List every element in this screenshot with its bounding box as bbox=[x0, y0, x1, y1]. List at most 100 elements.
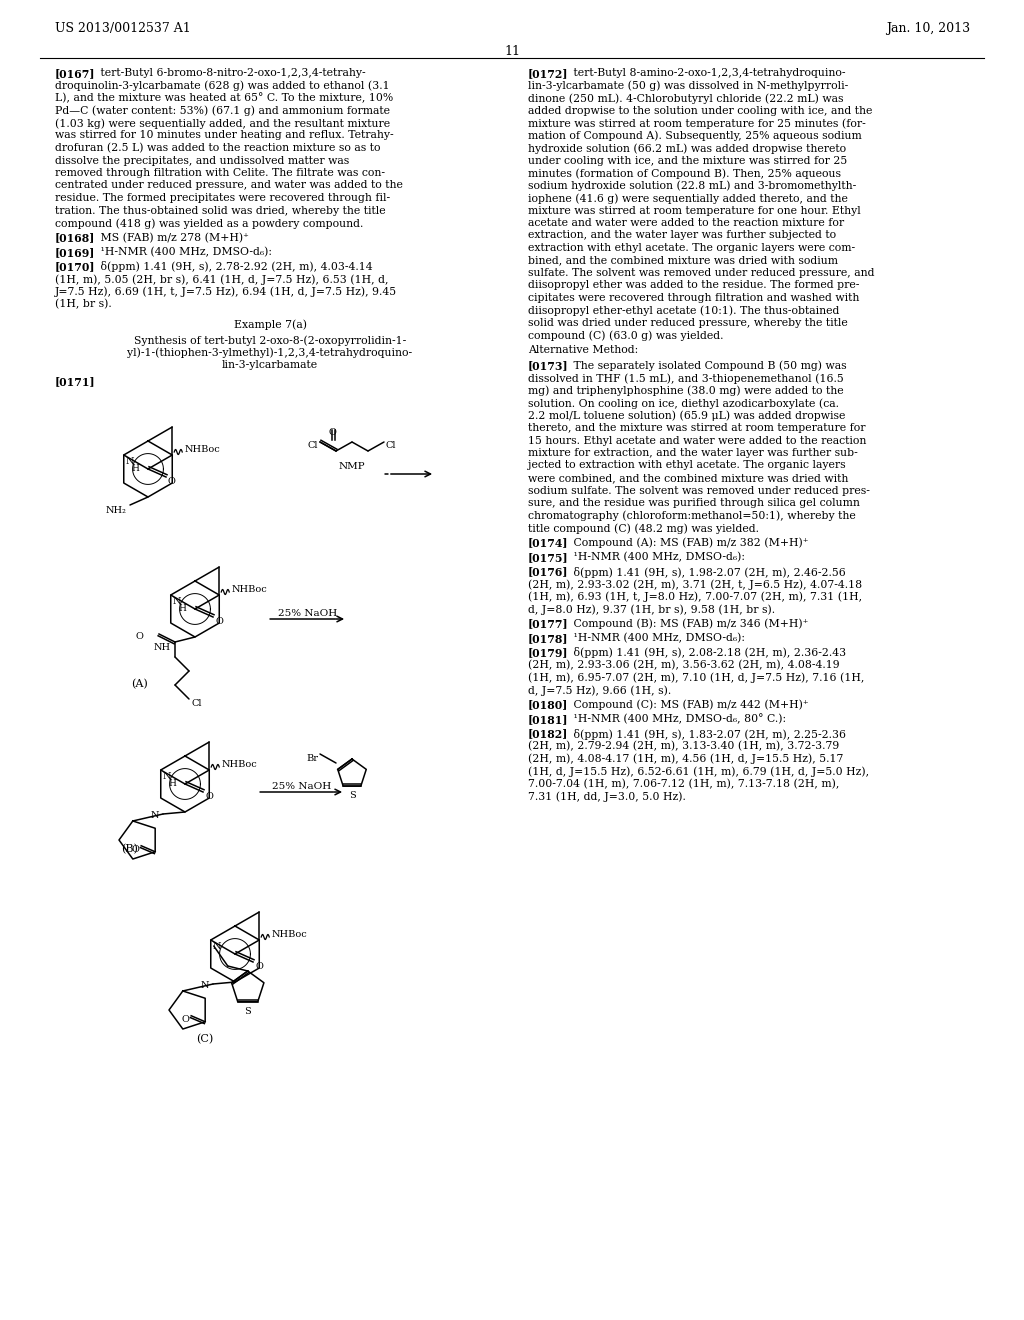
Text: O: O bbox=[255, 962, 263, 972]
Text: 2.2 mol/L toluene solution) (65.9 μL) was added dropwise: 2.2 mol/L toluene solution) (65.9 μL) wa… bbox=[528, 411, 846, 421]
Text: NH₂: NH₂ bbox=[105, 506, 126, 515]
Text: O: O bbox=[181, 1015, 189, 1024]
Text: [0167]: [0167] bbox=[55, 69, 95, 79]
Text: extraction with ethyl acetate. The organic layers were com-: extraction with ethyl acetate. The organ… bbox=[528, 243, 855, 253]
Text: lin-3-ylcarbamate: lin-3-ylcarbamate bbox=[222, 360, 318, 370]
Text: tert-Butyl 8-amino-2-oxo-1,2,3,4-tetrahydroquino-: tert-Butyl 8-amino-2-oxo-1,2,3,4-tetrahy… bbox=[570, 69, 846, 78]
Text: d, J=8.0 Hz), 9.37 (1H, br s), 9.58 (1H, br s).: d, J=8.0 Hz), 9.37 (1H, br s), 9.58 (1H,… bbox=[528, 605, 775, 615]
Text: H: H bbox=[132, 465, 139, 473]
Text: 7.31 (1H, dd, J=3.0, 5.0 Hz).: 7.31 (1H, dd, J=3.0, 5.0 Hz). bbox=[528, 791, 686, 801]
Text: thereto, and the mixture was stirred at room temperature for: thereto, and the mixture was stirred at … bbox=[528, 422, 865, 433]
Text: NH: NH bbox=[154, 643, 171, 652]
Text: chromatography (chloroform:methanol=50:1), whereby the: chromatography (chloroform:methanol=50:1… bbox=[528, 511, 856, 521]
Text: [0170]: [0170] bbox=[55, 261, 95, 272]
Text: δ(ppm) 1.41 (9H, s), 1.83-2.07 (2H, m), 2.25-2.36: δ(ppm) 1.41 (9H, s), 1.83-2.07 (2H, m), … bbox=[570, 729, 846, 739]
Text: δ(ppm) 1.41 (9H, s), 2.78-2.92 (2H, m), 4.03-4.14: δ(ppm) 1.41 (9H, s), 2.78-2.92 (2H, m), … bbox=[97, 261, 373, 272]
Text: ¹H-NMR (400 MHz, DMSO-d₆, 80° C.):: ¹H-NMR (400 MHz, DMSO-d₆, 80° C.): bbox=[570, 714, 786, 725]
Text: extraction, and the water layer was further subjected to: extraction, and the water layer was furt… bbox=[528, 231, 837, 240]
Text: (1H, d, J=15.5 Hz), 6.52-6.61 (1H, m), 6.79 (1H, d, J=5.0 Hz),: (1H, d, J=15.5 Hz), 6.52-6.61 (1H, m), 6… bbox=[528, 766, 869, 776]
Text: added dropwise to the solution under cooling with ice, and the: added dropwise to the solution under coo… bbox=[528, 106, 872, 116]
Text: US 2013/0012537 A1: US 2013/0012537 A1 bbox=[55, 22, 190, 36]
Text: N: N bbox=[126, 457, 134, 466]
Text: ¹H-NMR (400 MHz, DMSO-d₆):: ¹H-NMR (400 MHz, DMSO-d₆): bbox=[570, 634, 745, 643]
Text: N: N bbox=[173, 597, 181, 606]
Text: S: S bbox=[348, 791, 355, 800]
Text: iophene (41.6 g) were sequentially added thereto, and the: iophene (41.6 g) were sequentially added… bbox=[528, 193, 848, 203]
Text: yl)-1-(thiophen-3-ylmethyl)-1,2,3,4-tetrahydroquino-: yl)-1-(thiophen-3-ylmethyl)-1,2,3,4-tetr… bbox=[127, 347, 413, 358]
Text: droquinolin-3-ylcarbamate (628 g) was added to ethanol (3.1: droquinolin-3-ylcarbamate (628 g) was ad… bbox=[55, 81, 389, 91]
Text: lin-3-ylcarbamate (50 g) was dissolved in N-methylpyrroli-: lin-3-ylcarbamate (50 g) was dissolved i… bbox=[528, 81, 848, 91]
Text: (C): (C) bbox=[197, 1034, 214, 1044]
Text: compound (418 g) was yielded as a powdery compound.: compound (418 g) was yielded as a powder… bbox=[55, 218, 364, 228]
Text: Jan. 10, 2013: Jan. 10, 2013 bbox=[886, 22, 970, 36]
Text: sure, and the residue was purified through silica gel column: sure, and the residue was purified throu… bbox=[528, 498, 860, 508]
Text: O: O bbox=[135, 632, 143, 642]
Text: Pd—C (water content: 53%) (67.1 g) and ammonium formate: Pd—C (water content: 53%) (67.1 g) and a… bbox=[55, 106, 390, 116]
Text: under cooling with ice, and the mixture was stirred for 25: under cooling with ice, and the mixture … bbox=[528, 156, 847, 165]
Text: solution. On cooling on ice, diethyl azodicarboxylate (ca.: solution. On cooling on ice, diethyl azo… bbox=[528, 399, 839, 409]
Text: L), and the mixture was heated at 65° C. To the mixture, 10%: L), and the mixture was heated at 65° C.… bbox=[55, 92, 393, 104]
Text: [0181]: [0181] bbox=[528, 714, 568, 725]
Text: drofuran (2.5 L) was added to the reaction mixture so as to: drofuran (2.5 L) was added to the reacti… bbox=[55, 143, 381, 153]
Text: [0178]: [0178] bbox=[528, 634, 568, 644]
Text: (1H, m), 6.95-7.07 (2H, m), 7.10 (1H, d, J=7.5 Hz), 7.16 (1H,: (1H, m), 6.95-7.07 (2H, m), 7.10 (1H, d,… bbox=[528, 672, 864, 682]
Text: The separately isolated Compound B (50 mg) was: The separately isolated Compound B (50 m… bbox=[570, 360, 847, 371]
Text: [0180]: [0180] bbox=[528, 700, 568, 710]
Text: Cl: Cl bbox=[386, 441, 396, 450]
Text: mg) and triphenylphosphine (38.0 mg) were added to the: mg) and triphenylphosphine (38.0 mg) wer… bbox=[528, 385, 844, 396]
Text: were combined, and the combined mixture was dried with: were combined, and the combined mixture … bbox=[528, 473, 848, 483]
Text: tration. The thus-obtained solid was dried, whereby the title: tration. The thus-obtained solid was dri… bbox=[55, 206, 386, 215]
Text: 11: 11 bbox=[504, 45, 520, 58]
Text: Cl: Cl bbox=[307, 441, 318, 450]
Text: (B): (B) bbox=[122, 843, 138, 854]
Text: ¹H-NMR (400 MHz, DMSO-d₆):: ¹H-NMR (400 MHz, DMSO-d₆): bbox=[97, 247, 272, 257]
Text: compound (C) (63.0 g) was yielded.: compound (C) (63.0 g) was yielded. bbox=[528, 330, 724, 341]
Text: 25% NaOH: 25% NaOH bbox=[272, 781, 332, 791]
Text: 15 hours. Ethyl acetate and water were added to the reaction: 15 hours. Ethyl acetate and water were a… bbox=[528, 436, 866, 446]
Text: N: N bbox=[201, 981, 209, 990]
Text: O: O bbox=[131, 845, 139, 854]
Text: dissolve the precipitates, and undissolved matter was: dissolve the precipitates, and undissolv… bbox=[55, 156, 349, 165]
Text: [0168]: [0168] bbox=[55, 232, 95, 243]
Text: (A): (A) bbox=[132, 678, 148, 689]
Text: (2H, m), 2.93-3.06 (2H, m), 3.56-3.62 (2H, m), 4.08-4.19: (2H, m), 2.93-3.06 (2H, m), 3.56-3.62 (2… bbox=[528, 660, 840, 671]
Text: d, J=7.5 Hz), 9.66 (1H, s).: d, J=7.5 Hz), 9.66 (1H, s). bbox=[528, 685, 672, 696]
Text: NHBoc: NHBoc bbox=[231, 585, 267, 594]
Text: NHBoc: NHBoc bbox=[271, 931, 307, 939]
Text: bined, and the combined mixture was dried with sodium: bined, and the combined mixture was drie… bbox=[528, 256, 838, 265]
Text: [0174]: [0174] bbox=[528, 537, 568, 549]
Text: [0176]: [0176] bbox=[528, 566, 568, 578]
Text: hydroxide solution (66.2 mL) was added dropwise thereto: hydroxide solution (66.2 mL) was added d… bbox=[528, 143, 846, 153]
Text: Example 7(a): Example 7(a) bbox=[233, 319, 306, 330]
Text: N: N bbox=[213, 942, 221, 950]
Text: 7.00-7.04 (1H, m), 7.06-7.12 (1H, m), 7.13-7.18 (2H, m),: 7.00-7.04 (1H, m), 7.06-7.12 (1H, m), 7.… bbox=[528, 779, 840, 789]
Text: NMP: NMP bbox=[339, 462, 366, 471]
Text: dinone (250 mL). 4-Chlorobutyryl chloride (22.2 mL) was: dinone (250 mL). 4-Chlorobutyryl chlorid… bbox=[528, 92, 844, 103]
Text: NHBoc: NHBoc bbox=[221, 760, 257, 770]
Text: Compound (B): MS (FAB) m/z 346 (M+H)⁺: Compound (B): MS (FAB) m/z 346 (M+H)⁺ bbox=[570, 619, 808, 630]
Text: sodium sulfate. The solvent was removed under reduced pres-: sodium sulfate. The solvent was removed … bbox=[528, 486, 869, 495]
Text: Br: Br bbox=[306, 754, 318, 763]
Text: Cl: Cl bbox=[191, 700, 202, 708]
Text: [0173]: [0173] bbox=[528, 360, 568, 371]
Text: centrated under reduced pressure, and water was added to the: centrated under reduced pressure, and wa… bbox=[55, 181, 402, 190]
Text: diisopropyl ether was added to the residue. The formed pre-: diisopropyl ether was added to the resid… bbox=[528, 281, 859, 290]
Text: [0179]: [0179] bbox=[528, 648, 568, 659]
Text: jected to extraction with ethyl acetate. The organic layers: jected to extraction with ethyl acetate.… bbox=[528, 461, 846, 470]
Text: minutes (formation of Compound B). Then, 25% aqueous: minutes (formation of Compound B). Then,… bbox=[528, 168, 841, 178]
Text: NHBoc: NHBoc bbox=[184, 445, 220, 454]
Text: Alternative Method:: Alternative Method: bbox=[528, 345, 638, 355]
Text: N: N bbox=[163, 772, 171, 781]
Text: O: O bbox=[168, 477, 176, 486]
Text: acetate and water were added to the reaction mixture for: acetate and water were added to the reac… bbox=[528, 218, 844, 228]
Text: S: S bbox=[245, 1007, 251, 1016]
Text: dissolved in THF (1.5 mL), and 3-thiopenemethanol (16.5: dissolved in THF (1.5 mL), and 3-thiopen… bbox=[528, 374, 844, 384]
Text: N: N bbox=[151, 810, 159, 820]
Text: H: H bbox=[179, 605, 186, 612]
Text: solid was dried under reduced pressure, whereby the title: solid was dried under reduced pressure, … bbox=[528, 318, 848, 327]
Text: sodium hydroxide solution (22.8 mL) and 3-bromomethylth-: sodium hydroxide solution (22.8 mL) and … bbox=[528, 181, 856, 191]
Text: mixture was stirred at room temperature for 25 minutes (for-: mixture was stirred at room temperature … bbox=[528, 117, 865, 128]
Text: Synthesis of tert-butyl 2-oxo-8-(2-oxopyrrolidin-1-: Synthesis of tert-butyl 2-oxo-8-(2-oxopy… bbox=[134, 335, 407, 346]
Text: δ(ppm) 1.41 (9H, s), 1.98-2.07 (2H, m), 2.46-2.56: δ(ppm) 1.41 (9H, s), 1.98-2.07 (2H, m), … bbox=[570, 566, 846, 578]
Text: MS (FAB) m/z 278 (M+H)⁺: MS (FAB) m/z 278 (M+H)⁺ bbox=[97, 232, 249, 243]
